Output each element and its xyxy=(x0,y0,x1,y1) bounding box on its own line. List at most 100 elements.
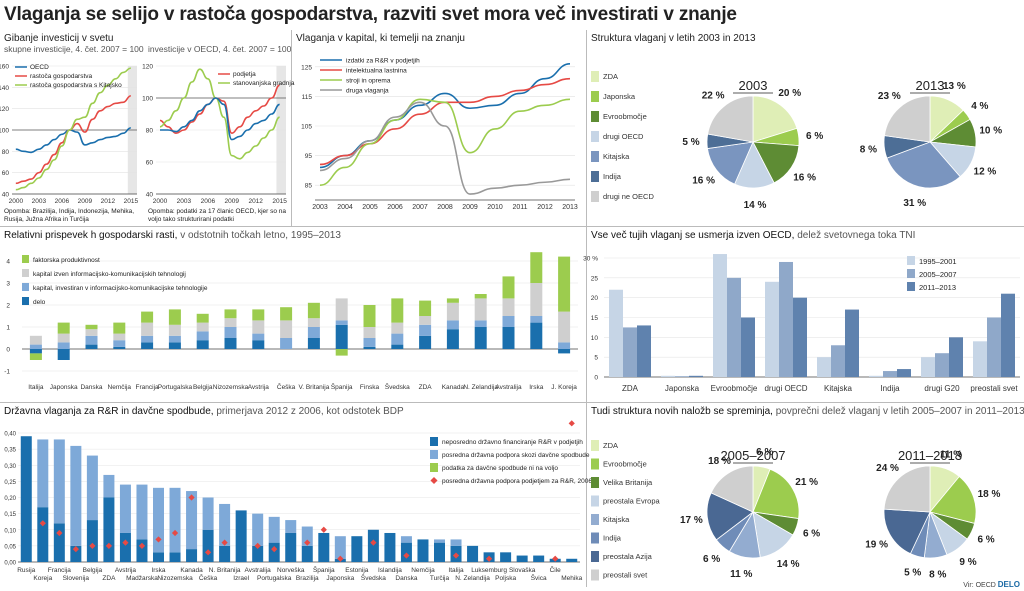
bar xyxy=(675,376,689,377)
legend-label: intelektualna lastnina xyxy=(346,68,407,75)
y-tick-label: 20 xyxy=(591,295,599,302)
bar-segment xyxy=(113,333,126,341)
pie-label: 9 % xyxy=(959,557,976,568)
legend-label: Kitajska xyxy=(603,152,630,161)
bar-segment xyxy=(85,329,98,336)
pie-label: 14 % xyxy=(777,559,800,570)
bar-segment xyxy=(446,320,459,330)
bar-segment xyxy=(70,445,82,546)
y-tick-label: 0 xyxy=(6,347,10,354)
bar-segment xyxy=(168,335,181,343)
bar-segment xyxy=(391,333,404,345)
bar-segment xyxy=(168,309,181,325)
legend-label: preostala Evropa xyxy=(603,497,661,506)
bar-segment xyxy=(450,539,462,546)
x-tick-label: 2003 xyxy=(32,198,47,205)
panel5-title-wrap: Vse več tujih vlaganj se usmerja izven O… xyxy=(591,230,915,241)
series-line xyxy=(15,127,131,154)
bar xyxy=(987,317,1001,377)
bar-segment xyxy=(70,545,82,562)
bar-segment xyxy=(502,316,515,327)
bar-segment xyxy=(252,545,264,562)
bar xyxy=(661,375,675,377)
pie-label: 21 % xyxy=(795,477,818,488)
legend-label: kapital izven informacijsko-komunikacijs… xyxy=(33,271,186,278)
bar xyxy=(713,254,727,377)
x-tick-label: N. Britanija xyxy=(209,567,241,574)
bar xyxy=(973,341,987,377)
bar-segment xyxy=(285,532,297,562)
x-tick-label: Islandija xyxy=(378,567,402,574)
bar-segment xyxy=(103,474,115,498)
pie-label: 11 % xyxy=(940,450,962,461)
x-tick-label: Francija xyxy=(136,384,160,391)
bar-segment xyxy=(168,324,181,336)
pie-label: 8 % xyxy=(860,145,877,156)
bar-segment xyxy=(307,338,320,349)
legend-label: ZDA xyxy=(603,441,618,450)
pie-label: 6 % xyxy=(703,554,720,565)
pie-slice xyxy=(752,141,800,184)
legend-label: Kitajska xyxy=(603,515,630,524)
bar-segment xyxy=(113,340,126,347)
x-tick-label: Danska xyxy=(80,384,102,391)
bar-segment xyxy=(502,327,515,349)
pie-label: 18 % xyxy=(978,489,1001,500)
marker xyxy=(370,539,377,546)
panel5-chart: 0 5 10 15 20 25 30 % ZDA Japonska Evroobmočje drug… xyxy=(583,254,1020,393)
pie-label: 18 % xyxy=(708,456,731,467)
bar-segment xyxy=(417,539,429,562)
bar xyxy=(845,309,859,377)
legend-label: 2005–2007 xyxy=(919,270,957,279)
x-tick-label: Portugalska xyxy=(158,384,193,391)
bar xyxy=(727,277,741,377)
bar-segment xyxy=(307,327,320,338)
x-tick-label: Švedska xyxy=(385,382,410,391)
bar-segment xyxy=(335,349,348,356)
x-tick-label: 2012 xyxy=(248,198,263,205)
x-tick-label: Italija xyxy=(28,384,44,391)
x-tick-label: 2013 xyxy=(562,204,578,211)
panel7-title: Tudi struktura novih naložb se spreminja… xyxy=(591,406,773,417)
bar-segment xyxy=(268,516,280,543)
divider xyxy=(0,402,1024,403)
bar-segment xyxy=(268,542,280,562)
bar-segment xyxy=(391,322,404,334)
panel3-pies: ZDA Japonska Evroobmočje drugi OECD Kitajska… xyxy=(591,71,1002,211)
x-tick-label: Portugalska xyxy=(257,575,292,582)
bar-segment xyxy=(141,322,154,336)
bar xyxy=(623,327,637,377)
pie-slice xyxy=(886,141,961,189)
bar-segment xyxy=(85,344,98,349)
credit: Vir: OECD DELO xyxy=(963,580,1020,589)
bar-segment xyxy=(446,329,459,349)
bar-segment xyxy=(196,340,209,349)
bar-segment xyxy=(558,342,571,349)
bar-segment xyxy=(467,545,479,562)
pie-slice xyxy=(707,95,754,143)
y-tick-label: 0,05 xyxy=(4,544,16,550)
bar-segment xyxy=(141,342,154,349)
x-tick-label: Irska xyxy=(529,384,543,391)
panel6-title-wrap: Državna vlaganja za R&R in davčne spodbu… xyxy=(4,406,404,417)
x-tick-label: ZDA xyxy=(102,575,116,582)
pie-slice xyxy=(710,465,754,513)
bar xyxy=(689,375,703,377)
x-tick-label: Nemčija xyxy=(108,384,132,391)
y-tick-label: 105 xyxy=(301,124,312,131)
legend-swatch xyxy=(591,569,599,581)
legend-swatch xyxy=(591,477,599,488)
marker xyxy=(72,545,79,553)
legend-swatch xyxy=(591,111,599,122)
x-tick-label: 2005 xyxy=(362,204,378,211)
y-tick-label: 95 xyxy=(305,153,313,160)
x-tick-label: Norveška xyxy=(277,567,305,574)
legend-label: izdatki za R&R v podjetjih xyxy=(346,58,420,65)
legend-label: stroji in oprema xyxy=(346,78,391,85)
x-tick-label: 2011 xyxy=(512,204,527,211)
legend-swatch xyxy=(430,476,438,485)
bar xyxy=(921,357,935,377)
x-tick-label: Avstrija xyxy=(115,567,137,574)
bar-segment xyxy=(363,346,376,349)
bar-segment xyxy=(113,322,126,334)
